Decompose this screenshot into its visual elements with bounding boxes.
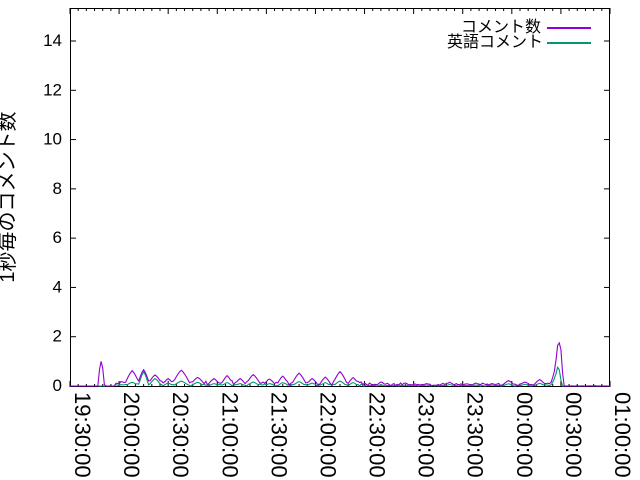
svg-text:19:30:00: 19:30:00 bbox=[70, 392, 95, 478]
svg-text:14: 14 bbox=[43, 31, 62, 50]
svg-text:6: 6 bbox=[53, 228, 62, 247]
svg-text:20:30:00: 20:30:00 bbox=[168, 392, 193, 478]
svg-text:12: 12 bbox=[43, 80, 62, 99]
svg-text:01:00:00: 01:00:00 bbox=[610, 392, 635, 478]
svg-text:21:00:00: 21:00:00 bbox=[217, 392, 242, 478]
svg-text:1秒毎のコメント数: 1秒毎のコメント数 bbox=[0, 111, 19, 282]
svg-text:22:30:00: 22:30:00 bbox=[365, 392, 390, 478]
svg-text:4: 4 bbox=[53, 277, 62, 296]
svg-text:22:00:00: 22:00:00 bbox=[315, 392, 340, 478]
svg-text:英語コメント: 英語コメント bbox=[447, 33, 543, 51]
svg-text:8: 8 bbox=[53, 179, 62, 198]
svg-text:23:30:00: 23:30:00 bbox=[463, 392, 488, 478]
svg-text:2: 2 bbox=[53, 327, 62, 346]
svg-text:20:00:00: 20:00:00 bbox=[119, 392, 144, 478]
svg-text:00:30:00: 00:30:00 bbox=[561, 392, 586, 478]
svg-text:21:30:00: 21:30:00 bbox=[266, 392, 291, 478]
svg-text:00:00:00: 00:00:00 bbox=[512, 392, 537, 478]
svg-text:0: 0 bbox=[53, 376, 62, 395]
svg-text:10: 10 bbox=[43, 130, 62, 149]
svg-text:23:00:00: 23:00:00 bbox=[414, 392, 439, 478]
